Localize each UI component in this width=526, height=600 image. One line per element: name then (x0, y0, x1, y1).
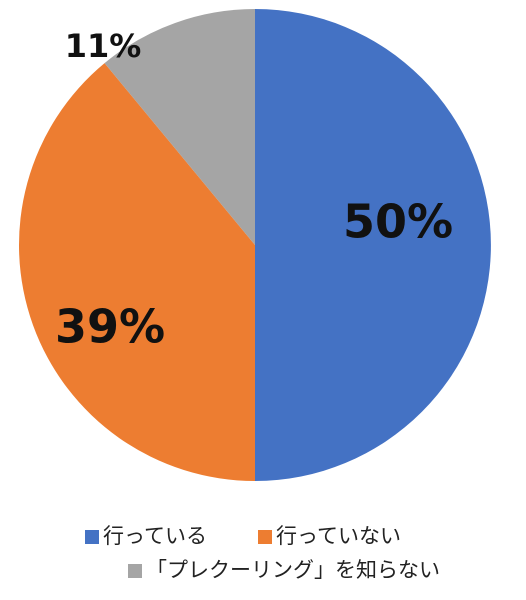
legend-label: 「プレクーリング」を知らない (146, 558, 440, 582)
data-label: 11% (65, 27, 142, 65)
legend-swatch (85, 530, 99, 544)
legend-swatch (128, 564, 142, 578)
data-label: 50% (343, 195, 453, 249)
legend-label: 行っている (103, 524, 207, 548)
legend-swatch (258, 530, 272, 544)
legend-label: 行っていない (276, 524, 401, 548)
pie-slice (104, 8, 256, 245)
pie-slice (255, 9, 491, 481)
pie-slice (19, 63, 255, 481)
data-label: 39% (55, 300, 165, 354)
